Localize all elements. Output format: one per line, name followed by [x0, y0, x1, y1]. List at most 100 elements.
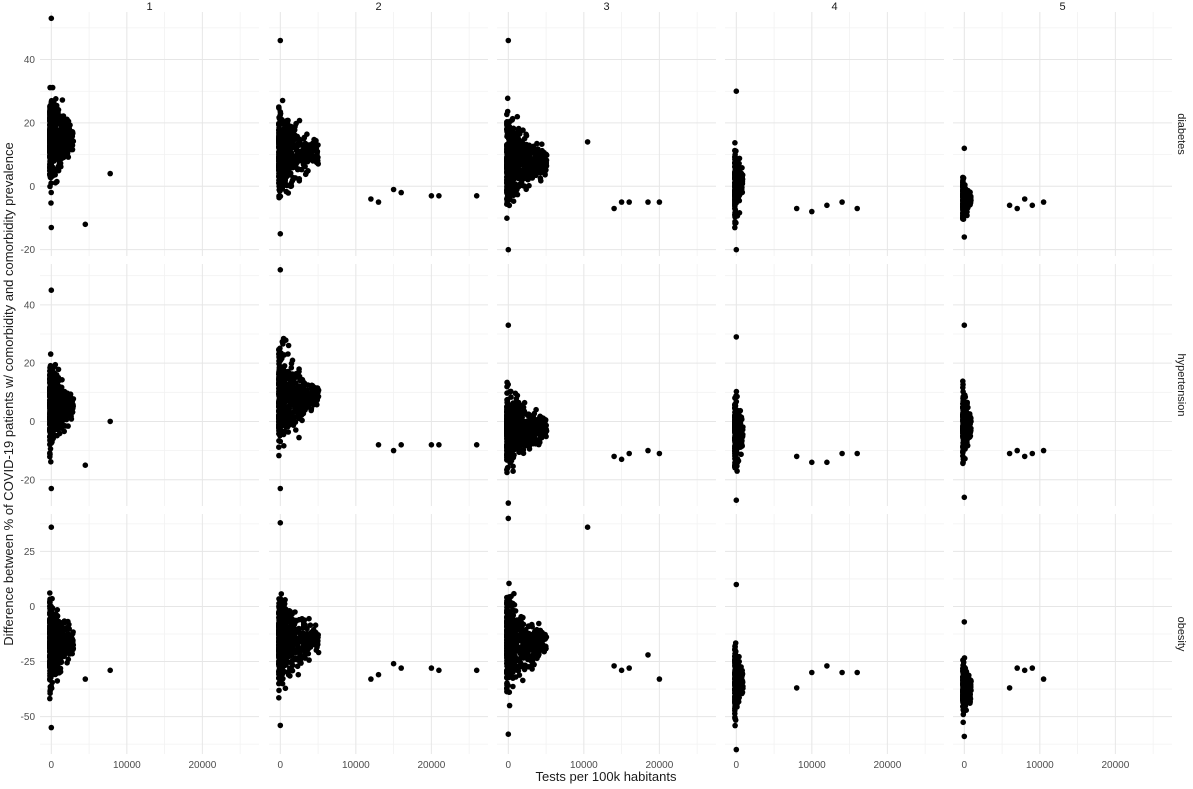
data-point — [68, 416, 75, 422]
data-point — [277, 402, 283, 409]
data-point — [656, 199, 663, 205]
data-point — [512, 417, 519, 424]
data-point — [47, 108, 53, 114]
data-point — [736, 155, 743, 162]
data-point — [1014, 205, 1020, 212]
data-point — [504, 95, 511, 102]
data-point — [59, 132, 65, 139]
data-point — [736, 425, 743, 432]
data-point — [48, 485, 55, 492]
data-point — [47, 379, 53, 386]
data-point — [736, 210, 743, 216]
data-point — [543, 151, 549, 158]
data-point — [82, 221, 89, 228]
data-point — [537, 175, 544, 182]
data-point — [47, 688, 53, 694]
panel-hypertension-5 — [953, 264, 1172, 506]
data-point — [733, 445, 739, 451]
data-point — [296, 117, 303, 124]
data-point — [277, 188, 283, 194]
data-point — [107, 418, 113, 425]
data-point — [280, 431, 287, 438]
data-point — [56, 383, 63, 390]
panel-obesity-2 — [269, 514, 488, 754]
data-point — [962, 191, 969, 197]
data-point — [508, 141, 514, 147]
data-point — [511, 428, 518, 435]
data-point — [289, 389, 295, 395]
data-point — [522, 442, 529, 449]
data-point — [66, 132, 72, 139]
data-point — [517, 147, 523, 153]
data-point — [49, 595, 55, 602]
data-point — [301, 380, 308, 387]
data-point — [504, 108, 511, 115]
data-point — [56, 408, 63, 415]
panels-layer — [40, 12, 1172, 754]
data-point — [282, 399, 288, 405]
data-point — [281, 167, 288, 173]
data-point — [526, 182, 532, 189]
data-point — [542, 421, 548, 427]
data-point — [285, 351, 291, 357]
data-point — [294, 133, 301, 140]
data-point — [289, 135, 296, 142]
data-point — [47, 446, 54, 452]
data-point — [315, 649, 322, 656]
data-point — [854, 450, 860, 457]
data-point — [528, 160, 534, 167]
data-point — [279, 355, 285, 362]
data-point — [733, 88, 740, 94]
data-point — [1040, 199, 1047, 205]
data-point — [824, 202, 830, 209]
data-point — [519, 435, 526, 442]
data-point — [65, 423, 71, 429]
data-point — [793, 205, 800, 212]
data-point — [310, 158, 316, 164]
data-point — [504, 421, 510, 428]
data-point — [53, 652, 59, 658]
data-point — [63, 625, 70, 632]
data-point — [526, 165, 532, 171]
data-point — [277, 37, 284, 44]
data-point — [296, 392, 303, 399]
data-point — [311, 136, 317, 143]
data-point — [278, 141, 285, 148]
data-point — [64, 648, 70, 654]
data-point — [645, 199, 651, 205]
data-point — [47, 625, 53, 631]
data-point — [626, 450, 632, 457]
data-point — [294, 147, 301, 154]
data-point — [513, 163, 520, 170]
data-point — [314, 385, 321, 391]
data-point — [289, 412, 296, 418]
data-point — [504, 127, 511, 134]
data-point — [276, 444, 282, 451]
data-point — [278, 591, 285, 597]
data-point — [54, 133, 61, 140]
data-point — [48, 425, 54, 431]
data-point — [854, 205, 860, 212]
data-point — [276, 132, 282, 139]
data-point — [504, 147, 511, 154]
data-point — [48, 388, 55, 395]
data-point — [276, 174, 282, 180]
data-point — [793, 453, 800, 460]
data-point — [279, 97, 286, 104]
data-point — [645, 447, 651, 454]
data-point — [515, 126, 521, 133]
data-point — [733, 388, 740, 395]
data-point — [47, 413, 54, 419]
data-point — [47, 183, 53, 190]
data-point — [276, 153, 282, 160]
data-point — [504, 155, 511, 161]
panel-hypertension-1 — [40, 264, 259, 506]
data-point — [733, 497, 740, 504]
data-point — [52, 180, 59, 186]
data-point — [281, 134, 287, 140]
data-point — [107, 667, 113, 674]
data-point — [288, 129, 294, 135]
data-point — [65, 634, 71, 641]
data-point — [280, 121, 287, 128]
data-point — [740, 431, 746, 438]
